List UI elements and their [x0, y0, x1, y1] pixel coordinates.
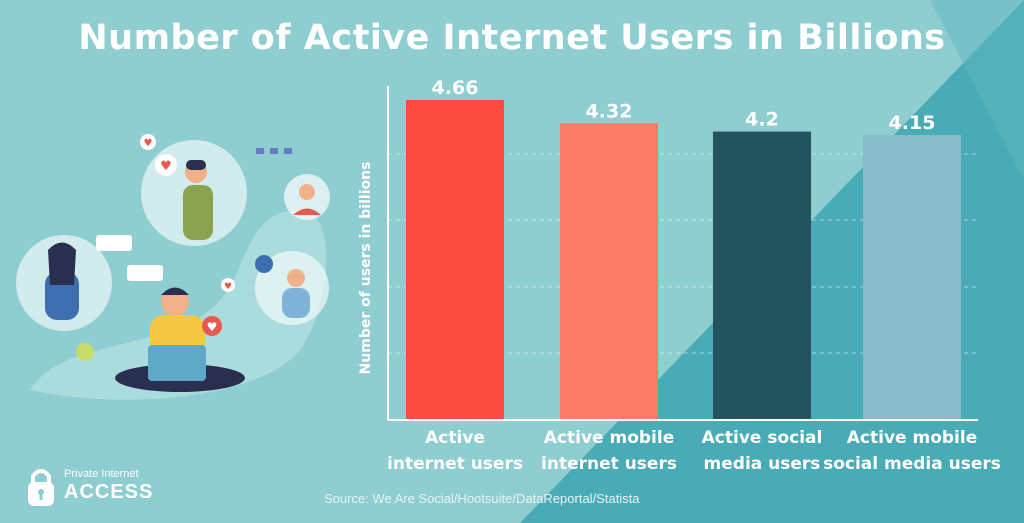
value-label-4: 4.15: [889, 112, 936, 134]
y-axis-label: Number of users in billions: [358, 162, 374, 375]
bar-2: [560, 123, 658, 420]
value-label-3: 4.2: [745, 109, 779, 131]
bar-1: [406, 100, 504, 420]
category-label-4: social media users: [823, 454, 1001, 474]
source-note: Source: We Are Social/Hootsuite/DataRepo…: [324, 491, 640, 506]
svg-text:♥: ♥: [224, 282, 232, 292]
bar-3: [713, 131, 811, 420]
lock-icon: [28, 469, 54, 506]
category-label-1: internet users: [387, 454, 523, 474]
category-label-4: Active mobile: [847, 428, 977, 448]
pia-logo: Private Internet ACCESS: [24, 462, 174, 512]
value-label-1: 4.66: [432, 77, 479, 99]
category-label-2: Active mobile: [544, 428, 674, 448]
bar-4: [863, 135, 961, 420]
chart-bars: [406, 100, 961, 420]
logo-line1: Private Internet: [64, 468, 139, 480]
category-label-2: internet users: [541, 454, 677, 474]
category-label-1: Active: [425, 428, 485, 448]
illustration: ♥ ♥ ♥ ♥: [16, 134, 330, 400]
svg-text:♥: ♥: [160, 159, 172, 174]
svg-text:♥: ♥: [207, 320, 218, 334]
svg-text:♥: ♥: [144, 138, 153, 149]
value-label-2: 4.32: [586, 100, 633, 122]
category-label-3: media users: [704, 454, 821, 474]
chart-category-labels: Active internet users Active mobile interne…: [387, 428, 1001, 474]
chart-value-labels: 4.66 4.32 4.2 4.15: [432, 77, 936, 134]
category-label-3: Active social: [702, 428, 823, 448]
chart-title: Number of Active Internet Users in Billi…: [78, 18, 946, 58]
logo-line2: ACCESS: [64, 481, 154, 503]
